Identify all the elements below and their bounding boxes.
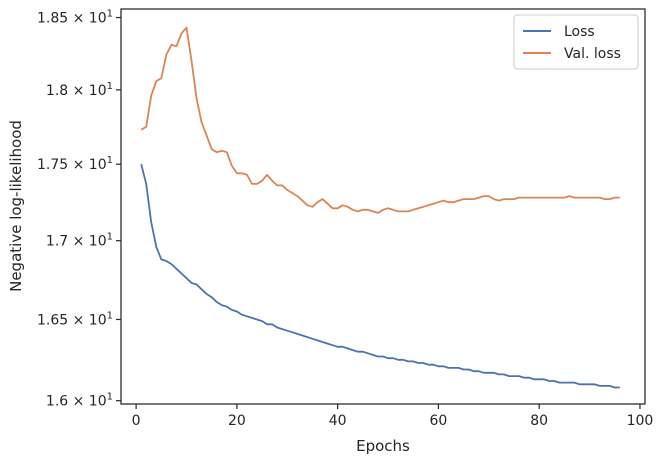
- y-axis: 1.6 × 101 1.65 × 101 1.7 × 101 1.75 × 101 1.…: [37, 9, 121, 410]
- series-layer: [140, 26, 620, 389]
- series-line-1: [140, 26, 620, 214]
- x-tick-label: 20: [228, 413, 246, 429]
- x-tick-label: 0: [132, 413, 141, 429]
- legend-label-loss: Loss: [564, 24, 595, 40]
- x-tick-label: 100: [627, 413, 654, 429]
- series-line-0: [140, 163, 620, 389]
- y-tick-label: 1.65 × 101: [37, 310, 113, 328]
- legend: Loss Val. loss: [513, 14, 639, 70]
- y-axis-label: Negative log-likelihood: [7, 120, 25, 292]
- x-tick-label: 80: [530, 413, 548, 429]
- y-tick-label: 1.75 × 101: [37, 155, 113, 173]
- legend-box: [513, 14, 639, 70]
- y-tick-label: 1.6 × 101: [46, 392, 113, 410]
- y-tick-label: 1.85 × 101: [37, 9, 113, 27]
- x-axis: 0 20 40 60 80 100: [132, 404, 654, 429]
- x-axis-label: Epochs: [356, 437, 410, 455]
- legend-label-val-loss: Val. loss: [564, 46, 621, 62]
- x-tick-label: 40: [329, 413, 347, 429]
- y-tick-label: 1.7 × 101: [46, 232, 113, 250]
- plot-frame: [120, 8, 646, 405]
- x-tick-label: 60: [430, 413, 448, 429]
- y-tick-label: 1.8 × 101: [46, 81, 113, 99]
